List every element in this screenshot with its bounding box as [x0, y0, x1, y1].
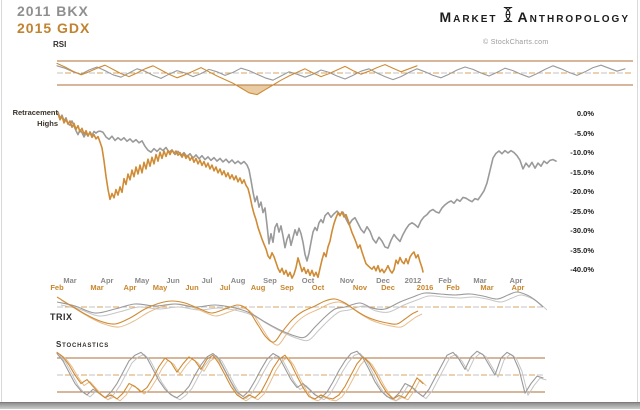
- month-label-gray: Apr: [509, 276, 523, 285]
- y-axis-label: -35.0%: [570, 245, 594, 255]
- month-label-orange: Aug: [250, 283, 266, 292]
- stoch-line-orange-echo: [59, 353, 427, 402]
- month-label-gray: Feb: [438, 276, 452, 285]
- stoch-line-gray-echo: [59, 352, 547, 402]
- month-label-gray: Aug: [230, 276, 246, 285]
- month-label-orange: Apr: [123, 283, 137, 292]
- month-label-orange: Apr: [511, 283, 525, 292]
- month-label-gray: May: [134, 276, 150, 285]
- right-border: [637, 0, 638, 402]
- month-label-gray: Mar: [63, 276, 77, 285]
- trix-line-orange-echo: [60, 299, 423, 346]
- market-anthropology-logo: Market Anthropology: [439, 6, 630, 28]
- y-axis-label: -30.0%: [570, 226, 594, 235]
- retracement-label-line2: Highs: [37, 119, 58, 128]
- trix-line-gray-echo: [60, 294, 548, 342]
- month-label-gray: Sep: [263, 276, 277, 285]
- rsi-panel-label: RSI: [53, 40, 67, 49]
- month-label-orange: Sep: [280, 283, 294, 292]
- dna-helix-icon: [503, 6, 513, 28]
- month-label-gray: Dec: [376, 276, 390, 285]
- y-axis-label: -40.0%: [570, 265, 594, 274]
- y-axis-label: -10.0%: [570, 148, 594, 157]
- month-label-gray: Oct: [301, 276, 315, 285]
- divider-bar: [0, 402, 640, 409]
- series2-title: 2015 GDX: [17, 20, 91, 36]
- month-label-gray: 2012: [404, 276, 422, 285]
- main-line-orange: [57, 112, 424, 279]
- series1-title: 2011 BKX: [17, 3, 89, 19]
- month-label-gray: Jul: [201, 276, 213, 285]
- month-label-orange: May: [152, 283, 168, 292]
- left-border: [1, 0, 2, 402]
- month-label-orange: Oct: [311, 283, 325, 292]
- month-label-orange: Mar: [90, 283, 104, 292]
- trix-line-gray: [56, 291, 544, 339]
- y-axis-label: -25.0%: [570, 206, 594, 216]
- month-label-orange: Nov: [352, 283, 368, 292]
- y-axis-label: -5.0%: [574, 128, 594, 138]
- month-label-orange: Jun: [185, 283, 199, 292]
- trix-panel-label: TRIX: [50, 312, 73, 322]
- month-label-gray: Nov: [339, 276, 355, 285]
- retracement-highs-label: Retracement Highs: [6, 107, 58, 129]
- stockcharts-credit: © StockCharts.com: [483, 39, 549, 46]
- logo-word-anthropology: Anthropology: [517, 9, 630, 25]
- month-label-orange: Jul: [219, 283, 231, 292]
- stoch-line-gray: [56, 350, 544, 400]
- logo-word-market: Market: [439, 9, 498, 25]
- rsi-oversold-fill: [237, 85, 273, 95]
- stoch-line-orange: [56, 351, 424, 400]
- rsi-line-gray: [56, 64, 626, 81]
- month-label-gray: Apr: [100, 276, 114, 285]
- month-label-orange: 2016: [416, 283, 434, 292]
- y-axis-label: -15.0%: [570, 167, 594, 177]
- month-label-orange: Feb: [446, 283, 460, 292]
- month-label-orange: Mar: [480, 283, 494, 292]
- month-label-orange: Feb: [50, 283, 64, 292]
- y-axis-label: 0.0%: [576, 109, 594, 118]
- retracement-label-line1: Retracement: [12, 108, 58, 117]
- main-line-gray: [57, 111, 557, 262]
- stochastics-panel-label: Stochastics: [56, 340, 110, 349]
- month-label-gray: Jun: [166, 276, 180, 285]
- rsi-line-orange: [56, 62, 418, 96]
- trix-line-orange: [56, 296, 419, 343]
- y-axis-label: -20.0%: [570, 187, 594, 196]
- month-label-orange: Dec: [381, 283, 395, 292]
- month-label-gray: Mar: [473, 276, 487, 285]
